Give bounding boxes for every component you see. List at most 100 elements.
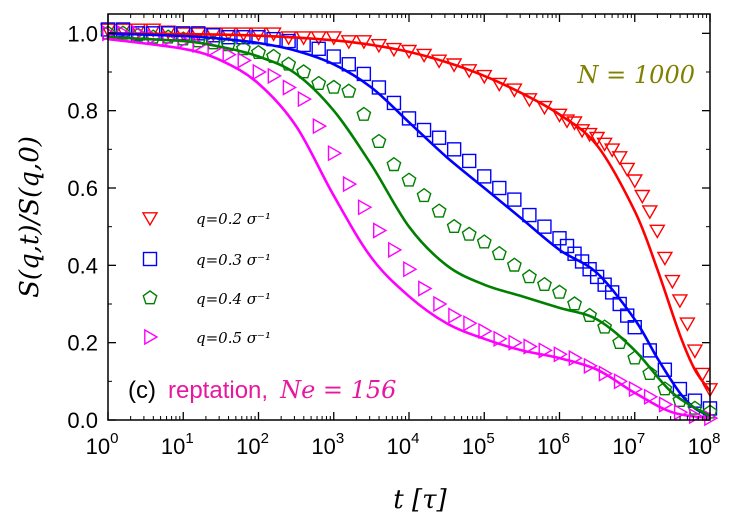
data-point xyxy=(536,276,552,291)
data-point xyxy=(237,52,252,69)
data-point xyxy=(642,365,658,380)
data-point xyxy=(265,27,282,42)
data-point xyxy=(598,365,614,382)
data-point xyxy=(114,23,132,38)
data-point xyxy=(431,203,447,218)
data-point xyxy=(597,277,612,292)
x-tick-exponent: 7 xyxy=(637,430,645,447)
legend-label: q=0.4 σ⁻¹ xyxy=(196,290,271,308)
data-point xyxy=(221,30,236,45)
data-point xyxy=(357,199,373,216)
data-point xyxy=(641,205,659,220)
panel-model: reptation, xyxy=(168,377,268,404)
legend-item: q=0.2 σ⁻¹ xyxy=(141,210,271,228)
x-tick-exponent: 5 xyxy=(486,430,494,447)
data-point xyxy=(325,31,343,46)
data-point xyxy=(252,63,267,81)
data-point xyxy=(493,330,508,348)
data-point xyxy=(388,241,403,259)
data-point xyxy=(115,22,131,37)
data-point xyxy=(559,238,575,254)
data-point xyxy=(657,362,673,377)
legend: q=0.2 σ⁻¹ q=0.3 σ⁻¹ q=0.4 σ⁻¹ q=0.5 σ⁻¹ xyxy=(141,210,271,347)
data-point xyxy=(311,75,327,91)
data-point xyxy=(672,381,688,397)
data-point xyxy=(672,392,688,407)
data-point xyxy=(643,388,659,406)
series-2 xyxy=(100,22,718,416)
data-point xyxy=(618,162,636,178)
y-axis-title: S(q,t)/S(q,0) xyxy=(15,136,45,298)
data-point xyxy=(144,23,162,38)
data-point xyxy=(686,344,704,359)
data-point xyxy=(603,143,621,158)
data-point xyxy=(507,192,522,207)
x-tick-exponent: 2 xyxy=(261,430,269,447)
data-point xyxy=(626,174,644,189)
data-point xyxy=(611,151,628,166)
data-point xyxy=(461,226,477,241)
series-layer xyxy=(99,22,719,427)
series-line-4 xyxy=(107,37,711,420)
data-point xyxy=(326,79,342,94)
data-point xyxy=(658,396,674,413)
data-point xyxy=(235,40,251,56)
data-point xyxy=(462,153,477,169)
data-point xyxy=(634,189,651,205)
data-point xyxy=(418,280,433,297)
x-tick-exponent: 1 xyxy=(185,430,193,447)
data-point xyxy=(552,231,567,246)
legend-item: q=0.4 σ⁻¹ xyxy=(142,290,271,308)
x-tick-exponent: 8 xyxy=(712,430,720,447)
y-tick-label: 0.8 xyxy=(67,99,98,124)
data-point xyxy=(282,79,298,96)
data-point xyxy=(371,133,387,149)
data-point xyxy=(521,269,537,284)
data-point xyxy=(664,274,681,290)
data-point xyxy=(386,156,402,172)
series-line-1 xyxy=(107,32,712,392)
x-tick-exponent: 6 xyxy=(562,430,570,447)
panel-ne: Ne = 156 xyxy=(279,376,396,404)
data-point xyxy=(477,169,492,184)
data-point xyxy=(537,219,552,234)
legend-label: q=0.2 σ⁻¹ xyxy=(196,210,271,228)
data-point xyxy=(582,307,598,322)
data-point xyxy=(401,111,417,126)
data-point xyxy=(205,35,221,50)
data-point xyxy=(574,254,590,269)
data-point xyxy=(491,245,507,261)
data-point xyxy=(567,296,583,311)
data-point xyxy=(341,83,357,98)
y-tick-label: 1.0 xyxy=(67,21,98,46)
data-point xyxy=(551,284,568,299)
data-point xyxy=(250,44,267,59)
data-point xyxy=(403,260,418,278)
data-point xyxy=(476,234,492,249)
legend-marker xyxy=(141,212,159,227)
data-point xyxy=(446,142,462,157)
data-point xyxy=(236,30,251,45)
legend-marker xyxy=(142,290,158,305)
data-point xyxy=(492,180,507,196)
data-point xyxy=(341,57,356,72)
y-tick-label: 0.4 xyxy=(67,253,98,278)
legend-label: q=0.5 σ⁻¹ xyxy=(196,329,271,347)
series-line-2 xyxy=(107,32,711,418)
data-point xyxy=(597,319,613,334)
data-point xyxy=(649,224,666,239)
data-point xyxy=(478,322,493,340)
data-point xyxy=(506,257,522,272)
data-point xyxy=(656,251,674,267)
legend-marker xyxy=(142,251,158,267)
data-point xyxy=(222,46,237,63)
data-point xyxy=(446,218,462,234)
data-point xyxy=(416,187,432,203)
data-point xyxy=(463,315,478,332)
panel-annotation: (c) reptation, Ne = 156 xyxy=(128,376,396,404)
data-point xyxy=(250,27,267,42)
y-tick-label: 0.0 xyxy=(67,408,98,433)
data-point xyxy=(373,222,388,239)
x-tick-exponent: 3 xyxy=(336,430,344,447)
data-point xyxy=(433,295,448,313)
